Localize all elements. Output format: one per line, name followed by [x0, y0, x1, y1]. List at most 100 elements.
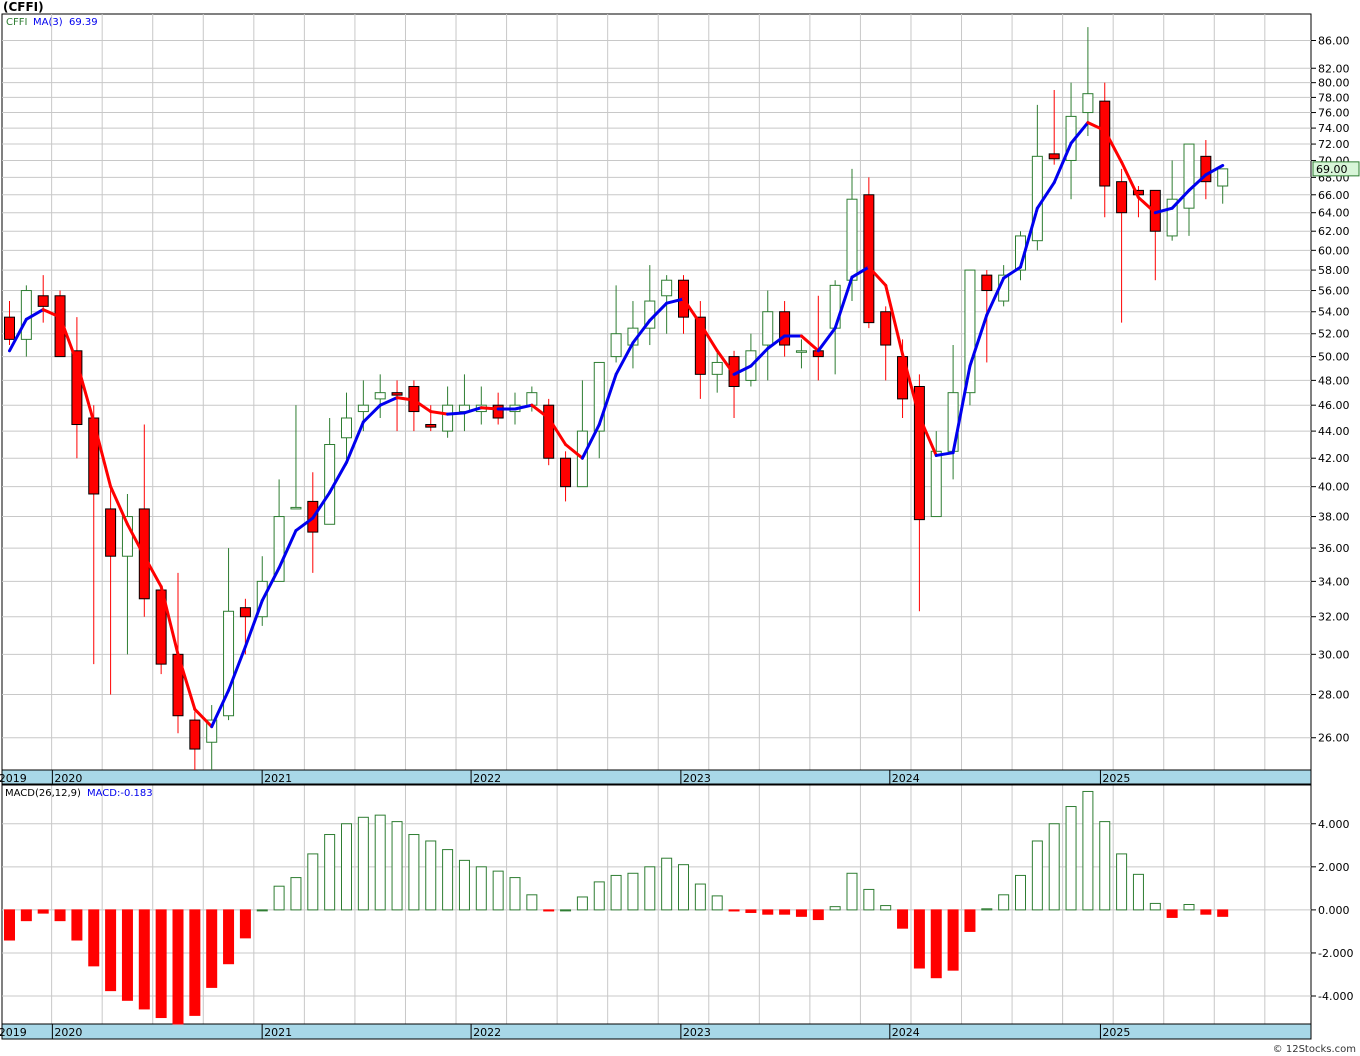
macd-bar-negative [206, 909, 218, 988]
macd-bar-positive [374, 814, 386, 911]
ma3-segment [614, 341, 635, 376]
price-tick-label: 86.00 [1318, 34, 1350, 47]
ma3-segment [766, 334, 787, 350]
ma3-segment [682, 297, 702, 326]
candle-up [964, 269, 976, 394]
ma3-segment [294, 516, 315, 533]
macd-bar-positive [661, 857, 673, 911]
macd-bar-positive [1183, 904, 1195, 911]
x-axis-label-2022: 2022 [473, 772, 501, 785]
candle-up [711, 361, 723, 375]
candle-up [930, 450, 942, 518]
ma3-segment [816, 326, 837, 353]
ma3-segment [732, 364, 753, 376]
x-axis-label-2025: 2025 [1102, 772, 1130, 785]
ma3-segment [176, 652, 197, 711]
ma3-segment [1052, 141, 1073, 185]
ma3-segment [715, 349, 736, 376]
macd-bar-negative [947, 909, 959, 971]
macd-bar-negative [1200, 909, 1212, 915]
macd-bar-positive [1149, 902, 1161, 911]
candle-down [863, 194, 875, 324]
ma3-segment [1069, 121, 1090, 145]
macd-bar-positive [644, 866, 656, 911]
ma3-segment [446, 411, 466, 416]
ma3-segment [1120, 160, 1140, 199]
candle-down [1200, 155, 1212, 183]
macd-x-axis-label-2020: 2020 [54, 1026, 82, 1039]
candle-up [1166, 198, 1178, 237]
ma3-segment [24, 308, 45, 321]
macd-bar-positive [307, 853, 319, 911]
macd-bar-positive [610, 874, 622, 911]
macd-bar-negative [964, 909, 976, 932]
ma3-segment [799, 334, 820, 353]
candle-down [913, 385, 925, 521]
candle-down [1099, 100, 1111, 187]
candle-up [442, 404, 454, 432]
x-axis-label-2021: 2021 [264, 772, 292, 785]
candle-down [560, 457, 572, 488]
macd-bar-negative [812, 909, 824, 921]
macd-bar-positive [324, 834, 336, 911]
price-tick-label: 34.00 [1318, 575, 1350, 588]
macd-tick-label: -2.000 [1318, 947, 1353, 960]
price-tick-label: 52.00 [1318, 328, 1350, 341]
legend-ma-value: 69.39 [69, 17, 98, 28]
ma3-segment [361, 403, 382, 424]
macd-x-axis-label-2022: 2022 [473, 1026, 501, 1039]
macd-bars [4, 790, 1229, 1025]
price-tick-label: 28.00 [1318, 689, 1350, 702]
macd-bar-negative [913, 909, 925, 969]
price-tick-label: 32.00 [1318, 611, 1350, 624]
candle-up [223, 610, 235, 717]
macd-bar-positive [576, 896, 588, 911]
macd-x-axis-label-2025: 2025 [1102, 1026, 1130, 1039]
ma3-segment [75, 360, 96, 424]
macd-bar-positive [341, 823, 352, 911]
macd-bar-negative [543, 909, 555, 912]
macd-bar-positive [1099, 821, 1111, 911]
candle-up [206, 719, 218, 743]
macd-bar-positive [391, 821, 403, 911]
ma3-segment [985, 276, 1006, 317]
price-tick-label: 54.00 [1318, 306, 1350, 319]
price-tick-label: 44.00 [1318, 425, 1350, 438]
ma3-segment [378, 396, 399, 407]
candle-down [1048, 153, 1060, 160]
price-tick-label: 74.00 [1318, 122, 1350, 135]
ma3-segment [41, 308, 62, 319]
grid-lines [1, 13, 1316, 1025]
ma3-segment [8, 317, 28, 353]
candle-down [189, 719, 201, 750]
ma3-segment [648, 301, 669, 322]
candle-up [593, 361, 605, 432]
price-x-axis-band [1, 769, 1312, 785]
macd-bar-negative [897, 909, 909, 929]
price-tick-label: 66.00 [1318, 189, 1350, 202]
price-tick-label: 30.00 [1318, 648, 1350, 661]
macd-tick-label: 0.000 [1318, 904, 1350, 917]
price-tick-label: 56.00 [1318, 285, 1350, 298]
candle-up [1082, 93, 1094, 114]
macd-bar-positive [526, 894, 538, 911]
ma3-segment [1002, 265, 1022, 280]
x-axis-label-2020: 2020 [54, 772, 82, 785]
price-tick-label: 76.00 [1318, 107, 1350, 120]
macd-bar-positive [998, 894, 1010, 911]
macd-bar-positive [593, 881, 605, 911]
candle-up [20, 290, 32, 340]
macd-bar-positive [509, 877, 521, 911]
macd-bar-positive [1031, 840, 1043, 911]
candle-up [290, 506, 302, 510]
macd-tick-label: 2.000 [1318, 861, 1350, 874]
ma3-segment [227, 645, 247, 692]
ma3-segment [580, 423, 601, 460]
price-tick-label: 26.00 [1318, 732, 1350, 745]
ma3-segment [125, 522, 146, 558]
ma3-segment [884, 283, 905, 356]
candle-up [526, 392, 538, 406]
macd-bar-positive [290, 877, 302, 911]
macd-bar-positive [627, 872, 639, 911]
candle-down [492, 404, 504, 419]
